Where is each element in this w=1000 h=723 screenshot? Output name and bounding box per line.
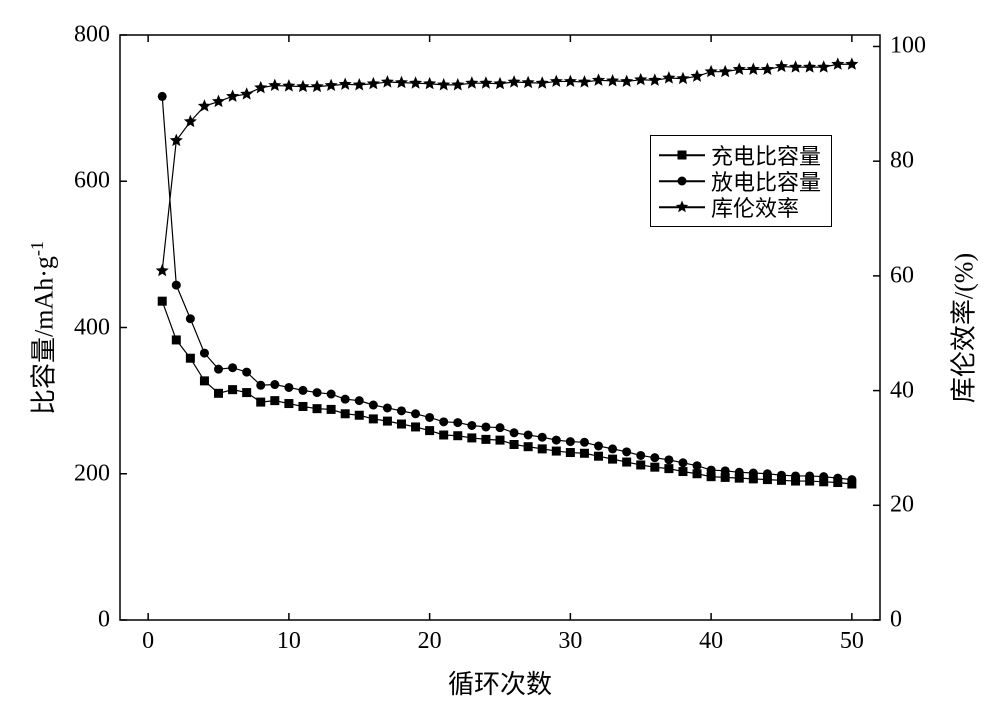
y-right-tick-label: 0: [890, 607, 902, 634]
legend-item: 库伦效率: [659, 194, 821, 220]
plot-svg: [0, 0, 1000, 718]
y-left-tick-label: 600: [74, 168, 110, 195]
legend-marker-star: [659, 197, 705, 217]
y-left-tick-label: 200: [74, 460, 110, 487]
x-axis-label: 循环次数: [448, 664, 552, 701]
y-right-tick-label: 60: [890, 262, 914, 289]
x-tick-label: 10: [277, 628, 301, 655]
legend-label: 库伦效率: [711, 191, 799, 223]
legend-marker-circle: [659, 171, 705, 191]
chart-container: 0 10 20 30 40 50 0 200 400 600 800 0 20 40 60 80 100 循环次数…: [0, 0, 1000, 718]
legend-box: 充电比容量放电比容量库伦效率: [650, 135, 832, 227]
y-left-axis-label: 比容量/mAh·g-1: [24, 240, 61, 414]
y-left-tick-label: 400: [74, 314, 110, 341]
x-tick-label: 40: [699, 628, 723, 655]
legend-marker-square: [659, 145, 705, 165]
x-tick-label: 0: [142, 628, 154, 655]
y-right-tick-label: 40: [890, 377, 914, 404]
y-right-tick-label: 80: [890, 148, 914, 175]
y-left-tick-label: 0: [98, 607, 110, 634]
y-right-tick-label: 20: [890, 492, 914, 519]
x-tick-label: 30: [558, 628, 582, 655]
y-right-tick-label: 100: [890, 33, 926, 60]
y-right-axis-label: 库伦效率/(%): [944, 252, 981, 402]
x-tick-label: 20: [418, 628, 442, 655]
x-tick-label: 50: [840, 628, 864, 655]
y-left-tick-label: 800: [74, 22, 110, 49]
